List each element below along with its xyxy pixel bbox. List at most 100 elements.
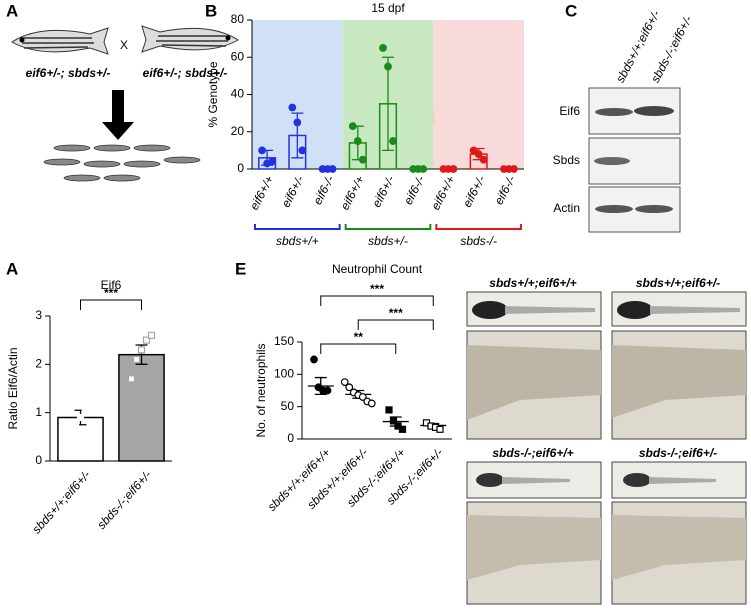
- data-point: [358, 155, 367, 164]
- photo-label: sbds+/+;eif6+/+: [489, 276, 576, 290]
- photo-label: sbds-/-;eif6+/+: [492, 446, 573, 460]
- data-point: [348, 122, 357, 131]
- data-point: [293, 118, 302, 127]
- x-tick-label: eif6+/+: [338, 173, 368, 212]
- data-point: [298, 146, 307, 155]
- panel-label: A: [6, 1, 18, 20]
- significance-label: ***: [389, 306, 403, 320]
- blot-row: Actin: [553, 201, 580, 215]
- adult-fish: [11, 27, 109, 55]
- cross-parent: eif6+/-; sbds+/-: [143, 66, 228, 80]
- data-point: [474, 150, 483, 159]
- data-point: [268, 157, 277, 166]
- data-point: [436, 425, 444, 433]
- data-point: [398, 425, 407, 433]
- group-bracket: [344, 224, 432, 230]
- y-axis-label: No. of neutrophils: [254, 343, 268, 437]
- data-point: [328, 165, 337, 173]
- data-point: [258, 146, 267, 155]
- y-tick-label: 0: [237, 161, 244, 175]
- larvae: [43, 144, 201, 182]
- data-point: [288, 103, 297, 112]
- data-point: [419, 165, 428, 173]
- data-point: [310, 355, 318, 364]
- significance-bracket: [320, 295, 434, 306]
- photo-label: sbds-/-;eif6+/-: [639, 446, 717, 460]
- x-tick-label: eif6+/-: [279, 173, 307, 209]
- data-point: [147, 331, 156, 339]
- bar: [118, 353, 165, 462]
- cross-sign: X: [120, 38, 128, 52]
- data-point: [76, 413, 85, 422]
- y-tick-label: 2: [35, 357, 42, 371]
- blot-row: Eif6: [559, 104, 580, 118]
- data-point: [384, 62, 392, 71]
- data-point: [137, 346, 146, 354]
- x-tick-label: eif6+/+: [247, 173, 277, 212]
- y-tick-label: 0: [287, 431, 294, 445]
- data-point: [389, 137, 397, 145]
- group-label: sbds+/+: [276, 234, 319, 248]
- data-point: [358, 393, 367, 401]
- error-bar: [382, 56, 394, 152]
- data-point: [340, 378, 349, 386]
- data-point: [345, 383, 354, 392]
- significance-bracket: [357, 319, 434, 330]
- data-point: [509, 165, 518, 173]
- significance-label: ***: [370, 282, 384, 296]
- y-axis-label: Ratio Eif6/Actin: [6, 347, 20, 429]
- photo-label: sbds+/+;eif6+/-: [636, 276, 720, 290]
- group-label: sbds+/-: [368, 234, 408, 248]
- chart-title: 15 dpf: [371, 1, 405, 15]
- data-point: [127, 375, 136, 383]
- data-point: [449, 165, 458, 173]
- chart-title: Neutrophil Count: [332, 262, 423, 276]
- data-point: [353, 137, 362, 145]
- data-point: [479, 155, 488, 164]
- data-point: [389, 417, 398, 425]
- blot-row: Sbds: [553, 153, 580, 167]
- y-tick-label: 100: [274, 367, 294, 381]
- group-background: [433, 20, 524, 169]
- y-tick-label: 60: [231, 49, 245, 63]
- x-tick-label: sbds+/+;eif6+/-: [29, 468, 93, 537]
- y-tick-label: 40: [231, 87, 245, 101]
- chart-title: Eif6: [101, 278, 122, 292]
- group-bracket: [435, 224, 522, 230]
- blot: [588, 87, 681, 233]
- data-point: [86, 399, 95, 407]
- data-point: [367, 399, 376, 408]
- significance-bracket: [80, 299, 142, 310]
- x-tick-label: eif6+/-: [460, 173, 488, 209]
- x-tick-label: eif6-/-: [401, 173, 428, 207]
- panel-label: C: [565, 1, 577, 20]
- y-tick-label: 50: [281, 399, 295, 413]
- arrow: [102, 90, 134, 140]
- data-point: [469, 146, 478, 155]
- significance-label: ***: [104, 286, 118, 300]
- data-point: [66, 433, 75, 441]
- data-point: [132, 355, 141, 364]
- y-tick-label: 3: [35, 308, 42, 322]
- adult-fish: [141, 25, 239, 53]
- group-bracket: [254, 224, 341, 230]
- x-tick-label: sbds-/-;eif6+/-: [94, 468, 154, 532]
- x-tick-label: eif6-/-: [492, 173, 519, 207]
- y-tick-label: 150: [274, 334, 294, 348]
- data-point: [142, 336, 151, 344]
- x-tick-label: sbds+/+;eif6+/+: [265, 445, 333, 513]
- photos: [466, 291, 747, 605]
- data-point: [81, 404, 90, 412]
- y-tick-label: 0: [35, 453, 42, 467]
- y-tick-label: 1: [35, 405, 42, 419]
- data-point: [385, 406, 393, 414]
- significance-bracket: [320, 343, 397, 354]
- significance-label: **: [354, 330, 364, 344]
- x-tick-label: eif6+/+: [428, 173, 458, 212]
- y-tick-label: 80: [231, 12, 245, 26]
- panel-label: E: [235, 259, 246, 278]
- data-point: [71, 418, 80, 426]
- data-point: [379, 44, 387, 52]
- x-tick-label: eif6+/-: [369, 173, 397, 209]
